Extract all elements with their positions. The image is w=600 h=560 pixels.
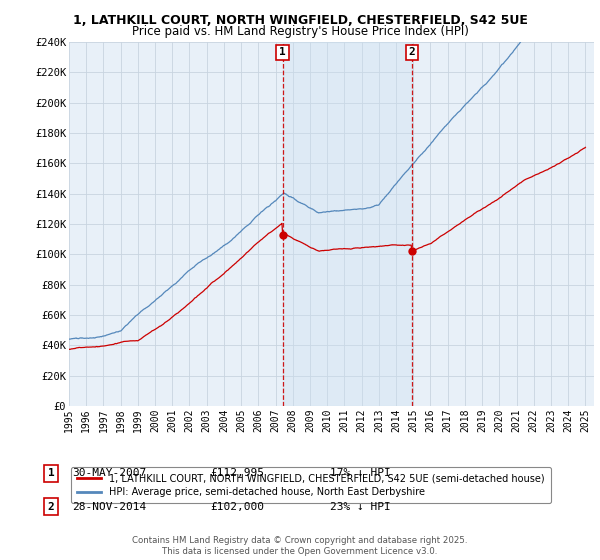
Text: 17% ↓ HPI: 17% ↓ HPI (330, 468, 391, 478)
Text: 1: 1 (47, 468, 55, 478)
Text: 23% ↓ HPI: 23% ↓ HPI (330, 502, 391, 512)
Legend: 1, LATHKILL COURT, NORTH WINGFIELD, CHESTERFIELD, S42 5UE (semi-detached house),: 1, LATHKILL COURT, NORTH WINGFIELD, CHES… (71, 467, 551, 503)
Text: 1: 1 (279, 48, 286, 58)
Text: 2: 2 (409, 48, 415, 58)
Text: 30-MAY-2007: 30-MAY-2007 (72, 468, 146, 478)
Text: 2: 2 (47, 502, 55, 512)
Bar (283, 42, 412, 406)
Text: 28-NOV-2014: 28-NOV-2014 (72, 502, 146, 512)
Text: £112,995: £112,995 (210, 468, 264, 478)
Text: Price paid vs. HM Land Registry's House Price Index (HPI): Price paid vs. HM Land Registry's House … (131, 25, 469, 38)
Text: 1, LATHKILL COURT, NORTH WINGFIELD, CHESTERFIELD, S42 5UE: 1, LATHKILL COURT, NORTH WINGFIELD, CHES… (73, 14, 527, 27)
Text: £102,000: £102,000 (210, 502, 264, 512)
Text: Contains HM Land Registry data © Crown copyright and database right 2025.
This d: Contains HM Land Registry data © Crown c… (132, 536, 468, 556)
